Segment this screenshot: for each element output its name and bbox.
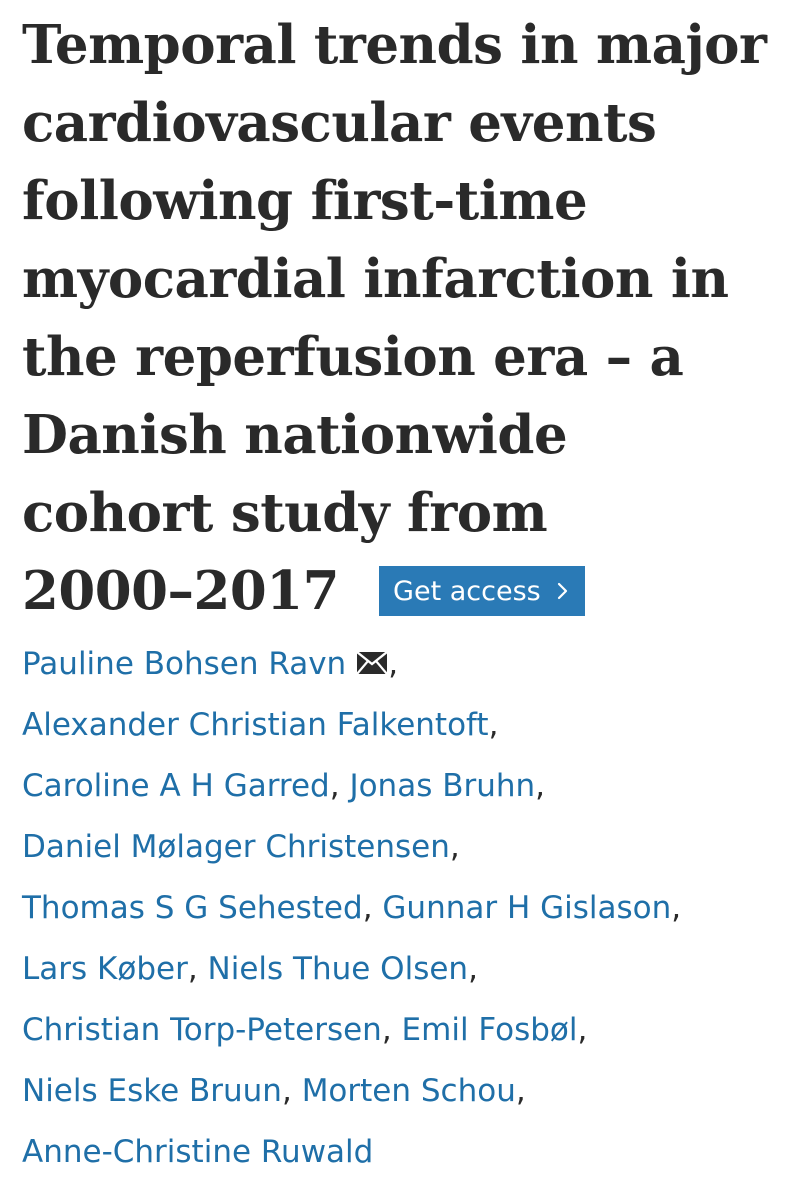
get-access-label: Get access <box>393 575 541 607</box>
author-separator: , <box>281 1073 292 1109</box>
author-line: Daniel Mølager Christensen, <box>22 817 782 878</box>
author-link[interactable]: Niels Thue Olsen <box>207 951 469 987</box>
title-line: following first-time <box>22 170 588 232</box>
title-line: Danish nationwide <box>22 404 568 466</box>
author-separator: , <box>577 1012 588 1048</box>
author-line: Alexander Christian Falkentoft, <box>22 695 782 756</box>
article-title: Temporal trends in major cardiovascular … <box>22 6 782 630</box>
author-line: Thomas S G Sehested, Gunnar H Gislason, <box>22 878 782 939</box>
title-line: myocardial infarction in <box>22 248 729 310</box>
author-separator: , <box>329 768 340 804</box>
author-list: Pauline Bohsen Ravn , Alexander Christia… <box>22 634 782 1183</box>
author-separator: , <box>388 646 399 682</box>
chevron-right-icon <box>557 582 567 600</box>
author-separator: , <box>535 768 546 804</box>
author-link[interactable]: Caroline A H Garred <box>22 768 330 804</box>
title-line: 2000–2017 <box>22 560 340 622</box>
author-separator: , <box>187 951 198 987</box>
author-link[interactable]: Daniel Mølager Christensen <box>22 829 450 865</box>
author-link[interactable]: Emil Fosbøl <box>401 1012 578 1048</box>
author-link[interactable]: Morten Schou <box>301 1073 516 1109</box>
author-link[interactable]: Christian Torp-Petersen <box>22 1012 382 1048</box>
get-access-button[interactable]: Get access <box>379 566 585 616</box>
author-link[interactable]: Gunnar H Gislason <box>382 890 672 926</box>
author-line: Pauline Bohsen Ravn , <box>22 634 782 695</box>
author-line: Christian Torp-Petersen, Emil Fosbøl, <box>22 1000 782 1061</box>
author-link[interactable]: Alexander Christian Falkentoft <box>22 707 489 743</box>
author-separator: , <box>468 951 478 987</box>
author-link[interactable]: Niels Eske Bruun <box>22 1073 282 1109</box>
author-link[interactable]: Anne-Christine Ruwald <box>22 1134 374 1170</box>
title-line: cardiovascular events <box>22 92 657 154</box>
title-line: cohort study from <box>22 482 548 544</box>
author-separator: , <box>449 829 460 865</box>
author-separator: , <box>515 1073 526 1109</box>
author-link[interactable]: Jonas Bruhn <box>349 768 536 804</box>
author-link[interactable]: Thomas S G Sehested <box>22 890 363 926</box>
title-line-with-access: 2000–2017 Get access <box>22 552 782 630</box>
author-line: Caroline A H Garred, Jonas Bruhn, <box>22 756 782 817</box>
author-separator: , <box>381 1012 392 1048</box>
author-separator: , <box>488 707 499 743</box>
author-separator: , <box>362 890 373 926</box>
title-line: the reperfusion era – a <box>22 326 684 388</box>
author-link[interactable]: Pauline Bohsen Ravn <box>22 646 347 682</box>
author-link[interactable]: Lars Køber <box>22 951 188 987</box>
title-line: Temporal trends in major <box>22 14 767 76</box>
article-header: Temporal trends in major cardiovascular … <box>22 0 782 1183</box>
author-line: Anne-Christine Ruwald <box>22 1122 782 1183</box>
author-line: Lars Køber, Niels Thue Olsen, <box>22 939 782 1000</box>
mail-icon[interactable] <box>356 650 389 675</box>
author-line: Niels Eske Bruun, Morten Schou, <box>22 1061 782 1122</box>
author-separator: , <box>671 890 682 926</box>
